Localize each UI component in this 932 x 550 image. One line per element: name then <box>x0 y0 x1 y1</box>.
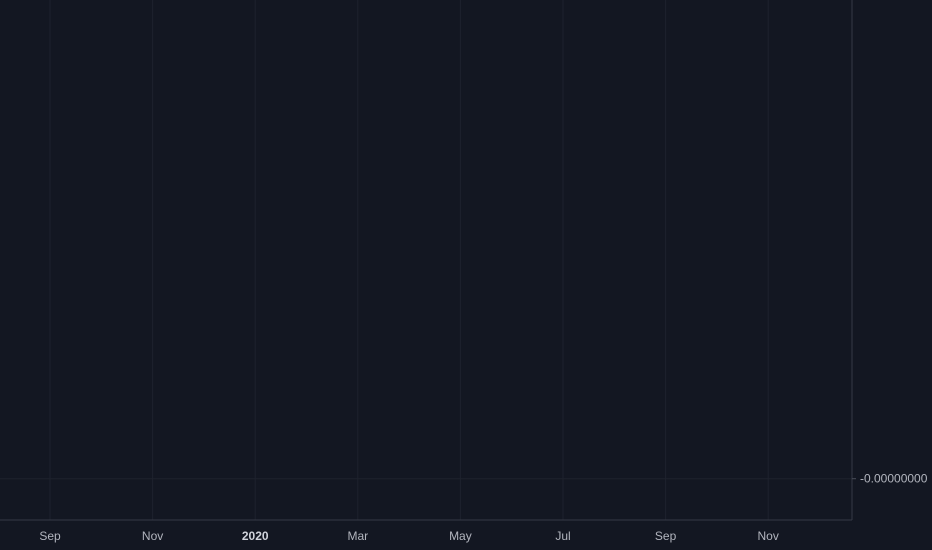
x-tick-label: Jul <box>555 529 570 543</box>
grid <box>0 0 852 520</box>
x-tick-label: 2020 <box>242 529 269 543</box>
x-tick-label: Mar <box>347 529 368 543</box>
x-tick-label: May <box>449 529 472 543</box>
x-tick-label: Nov <box>758 529 779 543</box>
x-tick-label: Sep <box>655 529 677 543</box>
x-tick-label: Nov <box>142 529 163 543</box>
x-tick-label: Sep <box>39 529 61 543</box>
y-tick-label: -0.00000000 <box>860 472 928 486</box>
